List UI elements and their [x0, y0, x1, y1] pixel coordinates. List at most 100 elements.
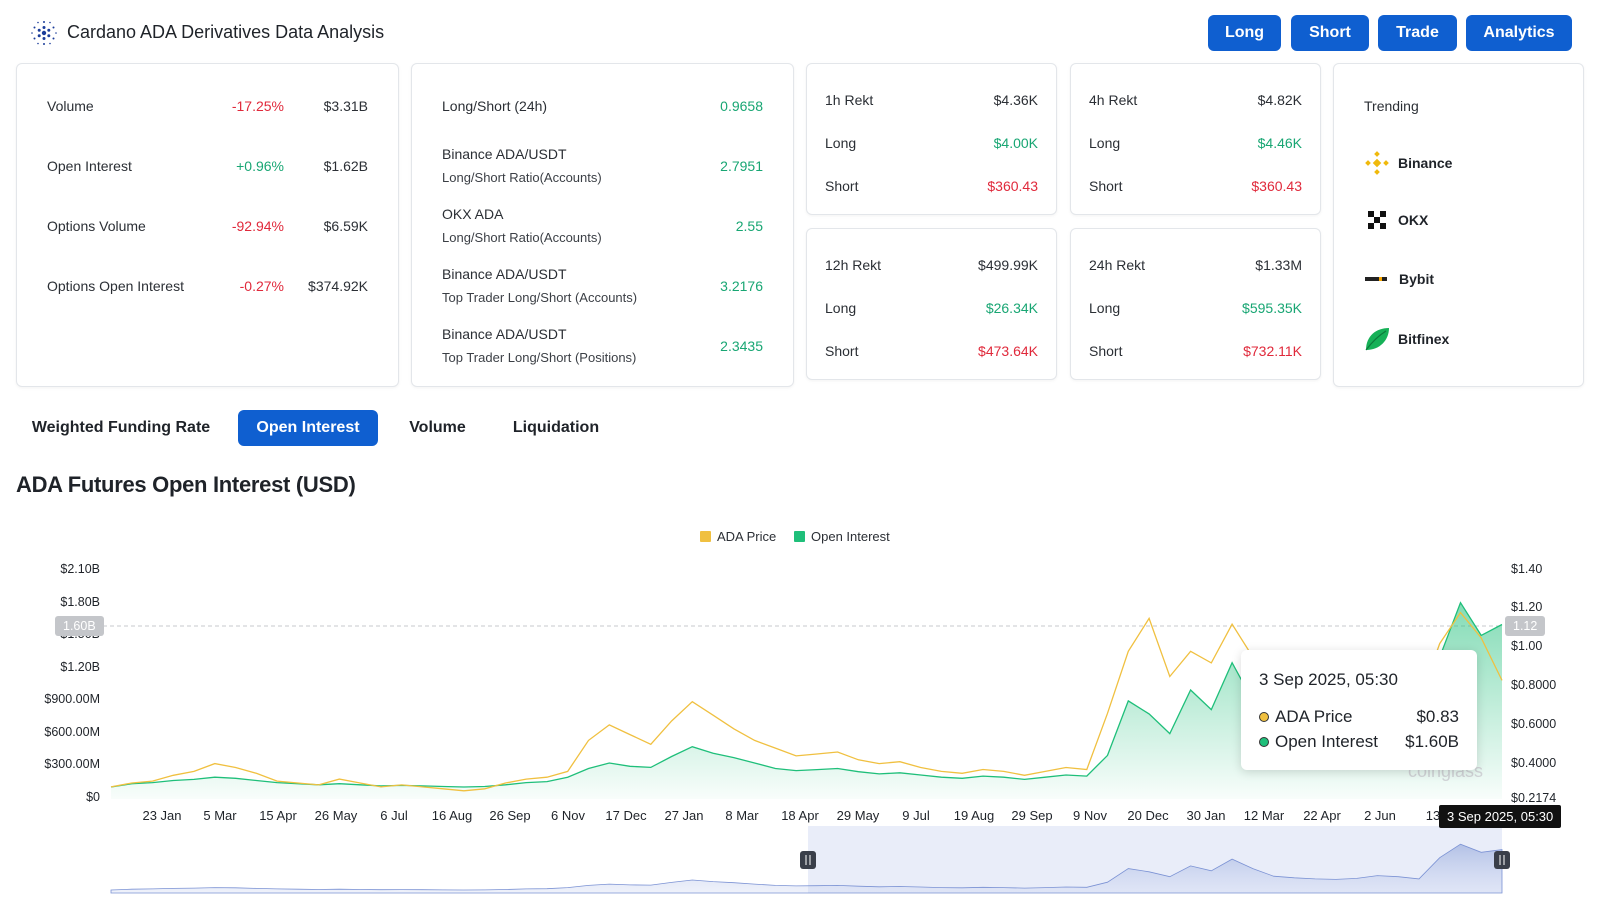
- ratio-value: 0.9658: [720, 98, 763, 114]
- summary-change: -0.27%: [239, 278, 284, 294]
- tooltip-row-oi: Open Interest $1.60B: [1259, 732, 1459, 752]
- rekt-short-value: $732.11K: [1243, 343, 1302, 359]
- crosshair-y-left-label: 1.60B: [55, 616, 104, 636]
- trending-item-binance[interactable]: Binance: [1364, 150, 1452, 176]
- ratio-sublabel: Long/Short Ratio(Accounts): [442, 230, 602, 245]
- ratio-label: Binance ADA/USDT: [442, 146, 567, 162]
- ratio-value: 3.2176: [720, 278, 763, 294]
- ratios-card: Long/Short (24h) 0.9658 Binance ADA/USDT…: [411, 63, 794, 387]
- bitfinex-icon: [1365, 328, 1389, 351]
- tooltip-row-price: ADA Price $0.83: [1259, 707, 1459, 727]
- x-tick: 29 May: [836, 808, 880, 823]
- navigator-series: [110, 843, 1503, 894]
- navigator-handle-right[interactable]: [1494, 851, 1510, 869]
- x-tick: 18 Apr: [781, 808, 819, 823]
- tooltip-value: $0.83: [1416, 707, 1459, 726]
- trade-button[interactable]: Trade: [1378, 15, 1457, 51]
- x-tick: 17 Dec: [605, 808, 647, 823]
- trending-item-bybit[interactable]: Bybit: [1365, 271, 1434, 287]
- rekt-long-value: $4.46K: [1257, 135, 1302, 151]
- x-tick: 27 Jan: [664, 808, 704, 823]
- y-left-tick: $300.00M: [44, 757, 100, 771]
- trending-item-okx[interactable]: OKX: [1368, 211, 1428, 229]
- okx-icon: [1368, 211, 1386, 229]
- rekt-short-label: Short: [1089, 178, 1123, 194]
- summary-change: +0.96%: [236, 158, 284, 174]
- short-button[interactable]: Short: [1291, 15, 1369, 51]
- x-tick: 22 Apr: [1303, 808, 1341, 823]
- rekt-card-1h: 1h Rekt $4.36K Long $4.00K Short $360.43: [806, 63, 1057, 215]
- analytics-button[interactable]: Analytics: [1466, 15, 1572, 51]
- handle-grip-icon: [805, 855, 811, 865]
- crosshair-x-label: 3 Sep 2025, 05:30: [1439, 805, 1562, 828]
- ratio-sublabel: Top Trader Long/Short (Accounts): [442, 290, 638, 305]
- tab-open-interest[interactable]: Open Interest: [238, 410, 378, 446]
- x-tick: 29 Sep: [1011, 808, 1053, 823]
- legend-item-price[interactable]: ADA Price: [700, 529, 776, 544]
- summary-label: Options Open Interest: [47, 278, 184, 294]
- summary-label: Volume: [47, 98, 94, 114]
- x-tick: 9 Jul: [902, 808, 930, 823]
- y-right-tick: $0.4000: [1511, 756, 1557, 770]
- legend-swatch-oi: [794, 531, 805, 542]
- rekt-long-label: Long: [1089, 300, 1121, 316]
- x-tick: 12 Mar: [1243, 808, 1285, 823]
- trending-item-bitfinex[interactable]: Bitfinex: [1364, 326, 1449, 352]
- legend-item-oi[interactable]: Open Interest: [794, 529, 890, 544]
- long-button[interactable]: Long: [1208, 15, 1281, 51]
- rekt-long-value: $26.34K: [985, 300, 1038, 316]
- tab-weighted-funding-rate[interactable]: Weighted Funding Rate: [18, 410, 224, 446]
- tab-liquidation[interactable]: Liquidation: [497, 410, 615, 446]
- app-title: Cardano ADA Derivatives Data Analysis: [67, 22, 385, 42]
- bybit-icon: [1365, 277, 1387, 281]
- rekt-title: 24h Rekt: [1089, 257, 1146, 273]
- navigator-handle-left[interactable]: [800, 851, 816, 869]
- rekt-title: 12h Rekt: [825, 257, 882, 273]
- summary-label: Open Interest: [47, 158, 132, 174]
- x-tick: 15 Apr: [259, 808, 297, 823]
- rekt-total: $1.33M: [1255, 257, 1302, 273]
- ratio-label: Binance ADA/USDT: [442, 266, 567, 282]
- x-tick: 26 Sep: [489, 808, 531, 823]
- tooltip-title: 3 Sep 2025, 05:30: [1259, 670, 1398, 689]
- chart-tooltip: 3 Sep 2025, 05:30 ADA Price $0.83 Open I…: [1241, 650, 1477, 770]
- x-tick: 23 Jan: [142, 808, 182, 823]
- ratio-value: 2.3435: [720, 338, 763, 354]
- ratio-value: 2.55: [735, 218, 763, 234]
- x-tick: 20 Dec: [1127, 808, 1169, 823]
- rekt-long-value: $4.00K: [993, 135, 1038, 151]
- x-tick: 8 Mar: [725, 808, 759, 823]
- ratio-sublabel: Top Trader Long/Short (Positions): [442, 350, 637, 365]
- legend-label: Open Interest: [811, 529, 890, 544]
- rekt-total: $4.36K: [993, 92, 1038, 108]
- tooltip-value: $1.60B: [1405, 732, 1459, 751]
- handle-grip-icon: [1499, 855, 1505, 865]
- x-tick: 26 May: [314, 808, 358, 823]
- binance-icon: [1365, 151, 1389, 175]
- summary-value: $3.31B: [323, 98, 368, 114]
- summary-card: Volume -17.25% $3.31B Open Interest +0.9…: [16, 63, 399, 387]
- rekt-short-value: $473.64K: [978, 343, 1038, 359]
- y-right-tick: $0.2174: [1511, 791, 1557, 805]
- y-right-tick: $1.20: [1511, 600, 1543, 614]
- rekt-card-12h: 12h Rekt $499.99K Long $26.34K Short $47…: [806, 228, 1057, 380]
- legend-swatch-price: [700, 531, 711, 542]
- top-bar: Cardano ADA Derivatives Data Analysis Lo…: [0, 0, 1600, 64]
- rekt-short-value: $360.43: [1251, 178, 1302, 194]
- tab-volume[interactable]: Volume: [392, 410, 483, 446]
- x-tick: 19 Aug: [953, 808, 995, 823]
- rekt-title: 1h Rekt: [825, 92, 874, 108]
- rekt-short-label: Short: [825, 178, 859, 194]
- summary-change: -92.94%: [231, 218, 284, 234]
- ratio-label: Binance ADA/USDT: [442, 326, 567, 342]
- x-tick: 5 Mar: [203, 808, 237, 823]
- rekt-long-value: $595.35K: [1242, 300, 1302, 316]
- x-tick: 30 Jan: [1186, 808, 1226, 823]
- rekt-card-24h: 24h Rekt $1.33M Long $595.35K Short $732…: [1070, 228, 1321, 380]
- ratio-sublabel: Long/Short Ratio(Accounts): [442, 170, 602, 185]
- rekt-long-label: Long: [825, 135, 857, 151]
- summary-change: -17.25%: [231, 98, 284, 114]
- y-right-tick: $0.6000: [1511, 717, 1557, 731]
- y-right-tick: $1.40: [1511, 562, 1543, 576]
